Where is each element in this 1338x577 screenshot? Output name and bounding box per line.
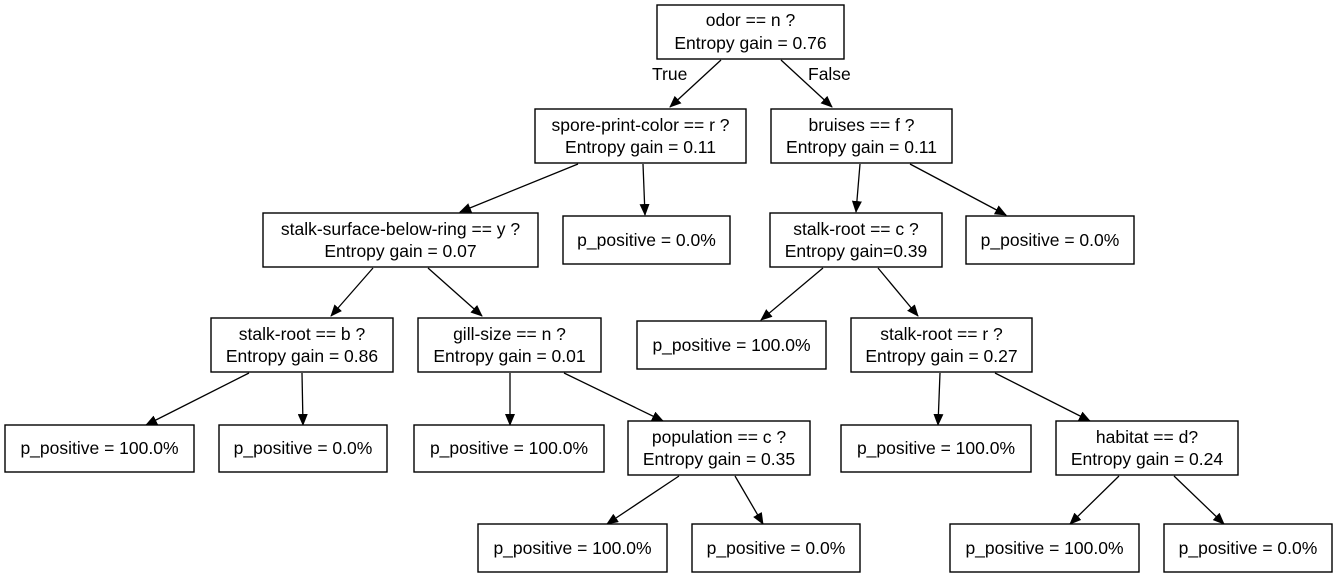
node-label-line1: stalk-root == c ? bbox=[793, 219, 919, 239]
node-stalk-root-c: stalk-root == c ? Entropy gain=0.39 bbox=[769, 212, 943, 268]
edge-spore-to-stalk-surface bbox=[459, 163, 579, 213]
node-label-line1: gill-size == n ? bbox=[453, 324, 566, 344]
node-gill-size: gill-size == n ? Entropy gain = 0.01 bbox=[417, 317, 602, 373]
edge-bruises-to-leaf bbox=[909, 163, 1007, 216]
edge-population-to-leaf-right bbox=[734, 475, 764, 525]
node-label-line2: Entropy gain = 0.11 bbox=[786, 137, 937, 157]
edge-stalk-root-c-to-leaf bbox=[760, 267, 824, 321]
edge-label-false: False bbox=[808, 64, 851, 84]
node-leaf-population-left: p_positive = 100.0% bbox=[477, 523, 668, 573]
node-label-line2: Entropy gain = 0.35 bbox=[643, 449, 795, 469]
node-label-line1: habitat == d? bbox=[1096, 427, 1198, 447]
node-stalk-surface-below-ring: stalk-surface-below-ring == y ? Entropy … bbox=[262, 212, 539, 268]
node-label-line1: p_positive = 0.0% bbox=[577, 230, 716, 251]
node-label-line1: spore-print-color == r ? bbox=[552, 115, 730, 135]
node-label-line2: Entropy gain = 0.01 bbox=[433, 346, 585, 366]
node-label-line1: p_positive = 100.0% bbox=[493, 538, 651, 559]
node-leaf-population-right: p_positive = 0.0% bbox=[691, 523, 861, 573]
node-label-line1: p_positive = 100.0% bbox=[965, 538, 1123, 559]
node-label-line2: Entropy gain = 0.27 bbox=[865, 346, 1017, 366]
node-spore-print-color: spore-print-color == r ? Entropy gain = … bbox=[534, 108, 747, 164]
node-label-line1: p_positive = 0.0% bbox=[981, 230, 1120, 251]
node-label-line1: p_positive = 100.0% bbox=[430, 438, 588, 459]
edge-spore-to-leaf bbox=[639, 163, 650, 216]
edge-population-to-leaf-left bbox=[606, 475, 680, 525]
node-leaf-habitat-right: p_positive = 0.0% bbox=[1163, 523, 1333, 573]
edge-habitat-to-leaf-left bbox=[1069, 475, 1120, 525]
edge-gill-size-to-population bbox=[563, 372, 664, 422]
node-root: odor == n ? Entropy gain = 0.76 bbox=[656, 4, 845, 60]
edge-stalk-root-r-to-habitat bbox=[994, 372, 1091, 422]
edge-habitat-to-leaf-right bbox=[1173, 475, 1225, 525]
node-label-line2: Entropy gain = 0.07 bbox=[324, 241, 476, 261]
edge-stalk-root-c-to-stalk-root-r bbox=[877, 267, 919, 317]
node-stalk-root-r: stalk-root == r ? Entropy gain = 0.27 bbox=[850, 317, 1033, 373]
node-leaf-stalk-root-c-left: p_positive = 100.0% bbox=[636, 320, 827, 370]
node-label-line2: Entropy gain = 0.76 bbox=[674, 33, 826, 53]
node-bruises: bruises == f ? Entropy gain = 0.11 bbox=[770, 108, 953, 164]
node-label-line1: stalk-root == b ? bbox=[239, 324, 366, 344]
node-stalk-root-b: stalk-root == b ? Entropy gain = 0.86 bbox=[210, 317, 394, 373]
node-population: population == c ? Entropy gain = 0.35 bbox=[627, 420, 811, 476]
node-label-line2: Entropy gain = 0.11 bbox=[565, 137, 716, 157]
node-label-line1: odor == n ? bbox=[706, 10, 796, 30]
edge-root-to-bruises bbox=[780, 59, 833, 108]
node-leaf-stalk-root-r-left: p_positive = 100.0% bbox=[840, 424, 1032, 473]
edge-stalk-root-b-to-leaf-left bbox=[145, 372, 250, 426]
node-leaf-stalk-root-b-left: p_positive = 100.0% bbox=[4, 424, 195, 473]
node-label-line1: p_positive = 0.0% bbox=[234, 438, 373, 459]
node-label-line1: stalk-surface-below-ring == y ? bbox=[281, 219, 521, 239]
node-label-line1: population == c ? bbox=[652, 427, 787, 447]
node-label-line1: p_positive = 100.0% bbox=[652, 335, 810, 356]
node-label-line2: Entropy gain = 0.24 bbox=[1071, 449, 1224, 469]
node-label-line1: stalk-root == r ? bbox=[880, 324, 1003, 344]
node-label-line1: p_positive = 100.0% bbox=[20, 438, 178, 459]
edge-stalk-root-r-to-leaf bbox=[933, 372, 944, 426]
edge-stalk-surface-to-stalk-root-b bbox=[330, 267, 374, 317]
node-label-line1: p_positive = 0.0% bbox=[707, 538, 846, 559]
node-habitat: habitat == d? Entropy gain = 0.24 bbox=[1055, 420, 1239, 476]
node-leaf-bruises-right: p_positive = 0.0% bbox=[965, 215, 1135, 265]
node-leaf-stalk-root-b-right: p_positive = 0.0% bbox=[218, 424, 388, 473]
edge-bruises-to-stalk-root-c bbox=[851, 163, 862, 213]
edge-root-to-spore bbox=[669, 59, 722, 108]
edge-stalk-surface-to-gill-size bbox=[427, 267, 483, 317]
edge-stalk-root-b-to-leaf-right bbox=[297, 372, 308, 426]
node-label-line1: bruises == f ? bbox=[808, 115, 914, 135]
node-label-line2: Entropy gain=0.39 bbox=[785, 241, 928, 261]
node-leaf-habitat-left: p_positive = 100.0% bbox=[949, 523, 1140, 573]
node-leaf-gill-size-left: p_positive = 100.0% bbox=[413, 424, 605, 473]
node-label-line2: Entropy gain = 0.86 bbox=[226, 346, 378, 366]
tree-edges bbox=[145, 59, 1225, 525]
node-label-line1: p_positive = 0.0% bbox=[1179, 538, 1318, 559]
edge-label-true: True bbox=[652, 64, 687, 84]
node-leaf-spore-right: p_positive = 0.0% bbox=[562, 215, 731, 265]
node-label-line1: p_positive = 100.0% bbox=[857, 438, 1015, 459]
